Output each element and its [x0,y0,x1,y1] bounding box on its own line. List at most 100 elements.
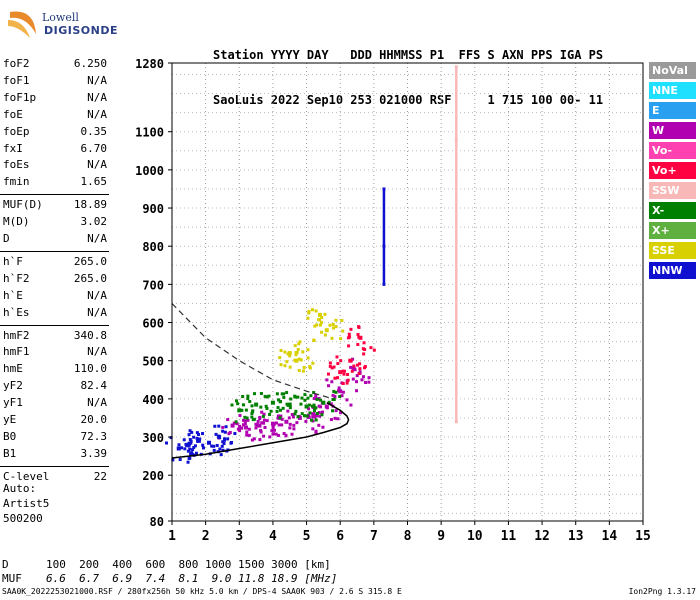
echo-speckle [221,448,225,452]
param-row: foEp 0.35 [1,124,109,140]
echo-speckle [262,421,266,425]
echo-speckle [319,405,323,409]
echo-speckle [241,403,245,407]
echo-speckle [221,440,225,444]
echo-speckle [353,368,357,372]
param-row: yF2 82.4 [1,378,109,394]
echo-speckle [327,400,331,404]
echo-speckle [351,377,355,381]
param-label: fmin [3,175,30,189]
echo-speckle [197,437,201,441]
plot-grid [171,63,644,521]
echo-speckle [259,430,263,434]
echo-speckle [230,403,234,407]
echo-speckle [245,430,249,434]
echo-point [244,425,249,430]
echo-speckle [339,359,343,363]
echo-speckle [312,391,316,395]
echo-speckle [271,424,275,428]
echo-speckle [337,386,341,390]
echo-speckle [187,441,191,445]
echo-speckle [292,423,296,427]
echo-speckle [320,316,324,320]
echo-speckle [247,427,251,431]
echo-speckle [263,426,267,430]
echo-speckle [276,414,280,418]
param-value: 3.02 [80,215,108,229]
echo-speckle [260,410,264,414]
echo-speckle [192,435,196,439]
echo-speckle [280,417,284,421]
echo-speckle [275,392,279,396]
legend-item-w: W [649,122,696,139]
param-label: h`E [3,288,23,302]
echo-speckle [236,402,240,406]
echo-speckle [194,451,198,455]
echo-speckle [178,458,182,462]
echo-speckle [290,432,294,436]
echo-speckle [333,416,337,420]
echo-points [165,65,458,464]
echo-speckle [314,309,318,313]
echo-speckle [357,325,361,329]
echo-speckle [295,421,299,425]
echo-speckle [242,418,246,422]
echo-speckle [246,394,250,398]
echo-point [324,328,329,333]
param-label: yE [3,413,17,426]
param-value: N/A [87,90,107,104]
echo-speckle [302,366,306,370]
echo-speckle [325,378,329,382]
echo-speckle [279,363,283,367]
echo-speckle [355,380,359,384]
param-row: fmin 1.65 [1,174,109,190]
echo-speckle [247,433,251,437]
echo-speckle [314,396,318,400]
echo-speckle [358,367,362,371]
echo-speckle [313,415,317,419]
echo-speckle [262,434,266,438]
param-row: foF2 6.250 [1,56,109,72]
auto-label: Auto: [3,482,37,495]
echo-speckle [268,412,272,416]
echo-speckle [288,406,292,410]
param-value: N/A [87,345,107,359]
echo-speckle [223,438,227,442]
echo-speckle [259,428,263,432]
echo-speckle [229,441,233,445]
echo-speckle [297,357,301,361]
echo-speckle [323,333,327,337]
echo-speckle [293,395,297,399]
echo-speckle [235,422,239,426]
echo-speckle [310,404,314,408]
param-label: yF1 [3,396,23,410]
param-label: B1 [3,446,17,460]
legend-item-vo: Vo+ [649,162,696,179]
station-header: Station YYYY DAY DDD HHMMSS P1 FFS S AXN… [213,18,603,123]
echo-speckle [282,432,286,436]
echo-point [284,419,289,424]
y-tick-label: 300 [142,431,164,445]
echo-point [287,402,292,407]
x-tick-label: 11 [501,529,517,544]
lowell-digisonde-logo: Lowell DIGISONDE [4,6,134,42]
echo-speckle [310,308,314,312]
param-value: 22 [93,469,107,483]
echo-speckle [276,406,280,410]
param-value: 265.0 [73,254,107,268]
echo-speckle [328,361,332,365]
param-row: foF1 N/A [1,73,109,89]
echo-speckle [314,430,318,434]
echo-speckle [248,400,252,404]
echo-speckle [337,389,341,393]
param-label: hmF1 [3,345,30,359]
param-value: N/A [87,232,107,245]
echo-speckle [228,430,232,434]
echo-speckle [346,378,350,382]
echo-speckle [306,348,310,352]
x-tick-label: 10 [467,529,483,544]
echo-speckle [320,413,324,417]
echo-speckle [277,398,281,402]
echo-speckle [312,403,316,407]
param-value: 3.39 [80,446,108,460]
